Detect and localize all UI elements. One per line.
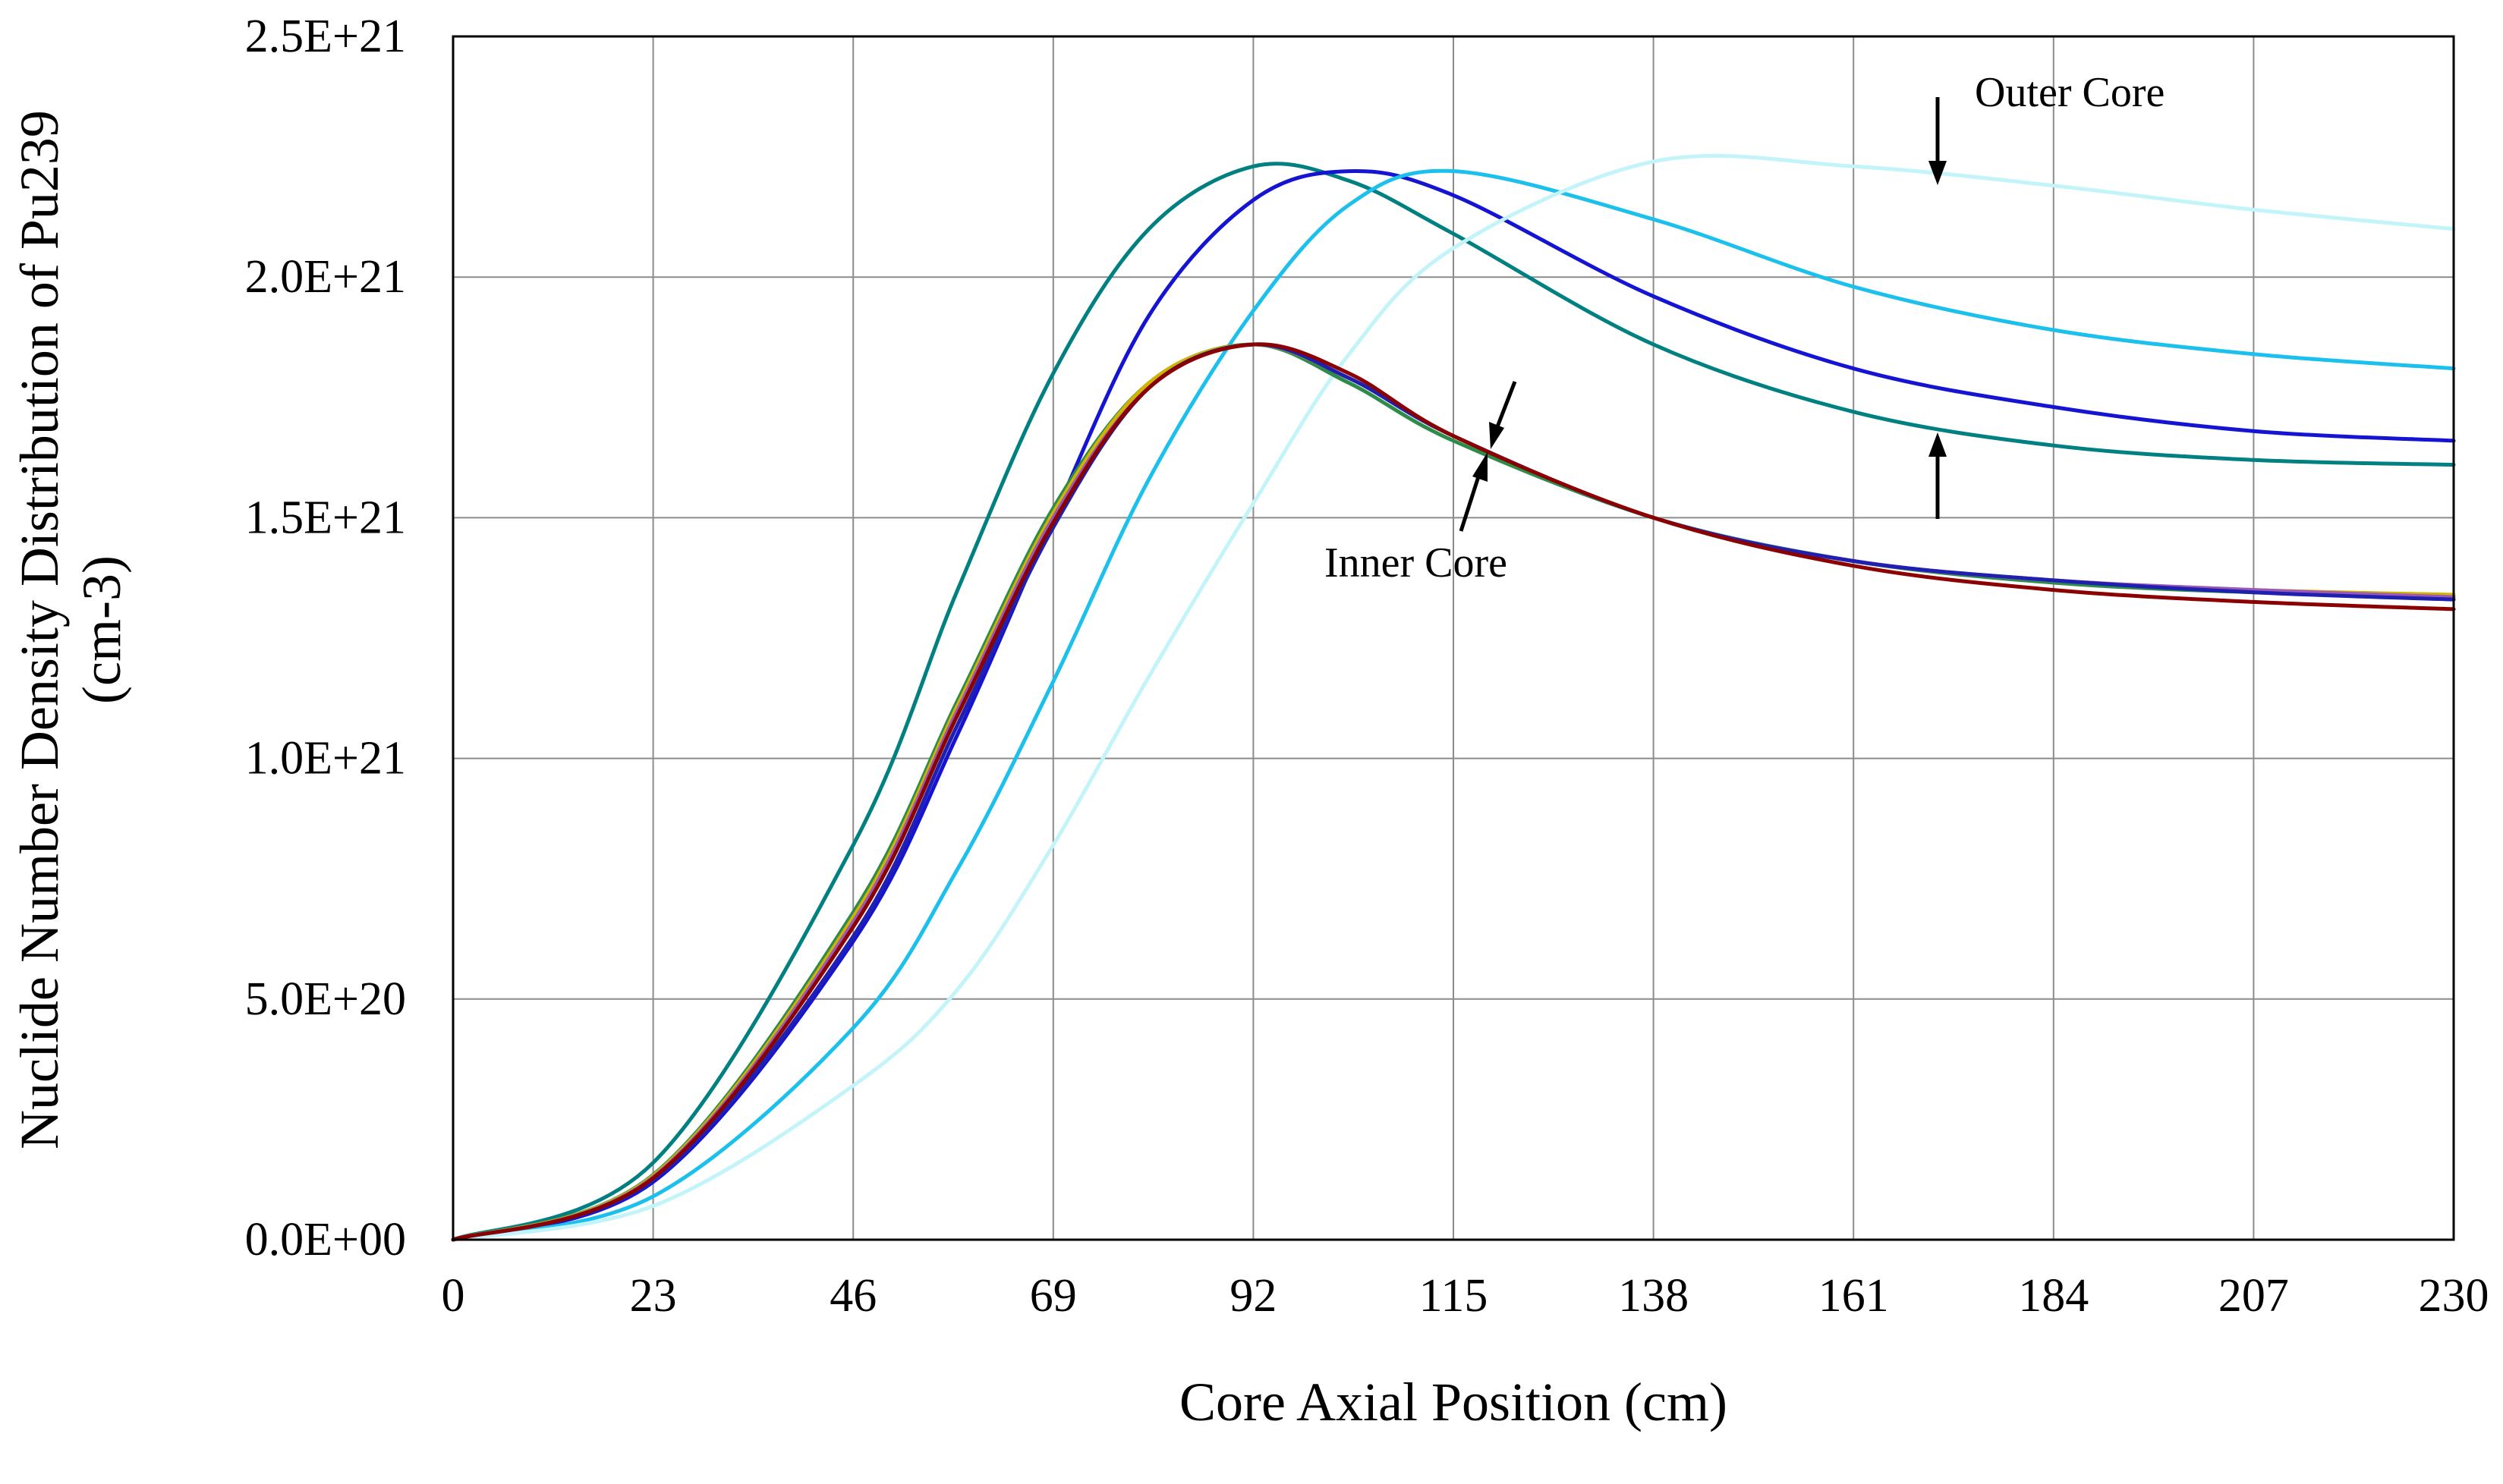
x-tick-label: 207 [2218,1270,2289,1322]
inner-core-down-arrow-shaft [1494,381,1517,429]
series-line-outer-core-3 [451,168,2456,1242]
outer-core-up-arrow-head [1928,432,1947,457]
plot-area-frame [452,35,2455,1241]
x-tick-label: 46 [830,1270,877,1322]
x-axis-title: Core Axial Position (cm) [1179,1372,1727,1432]
x-tick-label: 161 [1818,1270,1889,1322]
series-line-inner-core-5 [451,342,2456,1242]
y-axis-title-line-2: (cm-3) [71,555,132,704]
x-tick-label: 69 [1030,1270,1077,1322]
series-line-outer-core-1 [451,162,2456,1242]
y-tick-label: 1.0E+21 [245,733,406,784]
series-lines [451,153,2456,1242]
series-line-outer-core-2 [451,168,2456,1242]
x-tick-label: 184 [2018,1270,2089,1322]
x-tick-label: 230 [2419,1270,2489,1322]
y-tick-label: 2.0E+21 [245,251,406,303]
y-tick-label: 2.5E+21 [245,11,406,62]
outer-core-label: Outer Core [1975,69,2165,116]
y-tick-label: 0.0E+00 [245,1214,406,1265]
series-line-outer-core-4 [451,153,2456,1242]
inner-core-down-arrow-head [1489,422,1504,449]
inner-core-up-arrow-head [1472,452,1488,482]
y-axis-title: Nuclide Number Density Distribution of P… [9,110,132,1149]
inner-core-up-arrow-shaft [1459,471,1482,532]
inner-core-label: Inner Core [1324,539,1507,586]
x-tick-label: 138 [1618,1270,1689,1322]
x-tick-labels: 0 23 46 69 92 115 138 161 184 207 230 [442,1270,2489,1322]
x-tick-label: 23 [630,1270,677,1322]
outer-core-down-arrow-head [1928,161,1947,185]
y-tick-labels: 0.0E+00 5.0E+20 1.0E+21 1.5E+21 2.0E+21 2.5E+… [245,11,406,1265]
y-tick-label: 1.5E+21 [245,492,406,543]
x-tick-label: 115 [1419,1270,1488,1322]
x-tick-label: 92 [1229,1270,1277,1322]
grid-lines [453,36,2454,1240]
y-axis-title-line-1: Nuclide Number Density Distribution of P… [9,110,70,1149]
y-tick-label: 5.0E+20 [245,973,406,1025]
x-tick-label: 0 [442,1270,465,1322]
inner-core-annotation: Inner Core [1324,381,1517,586]
outer-core-annotation: Outer Core [1928,69,2165,519]
